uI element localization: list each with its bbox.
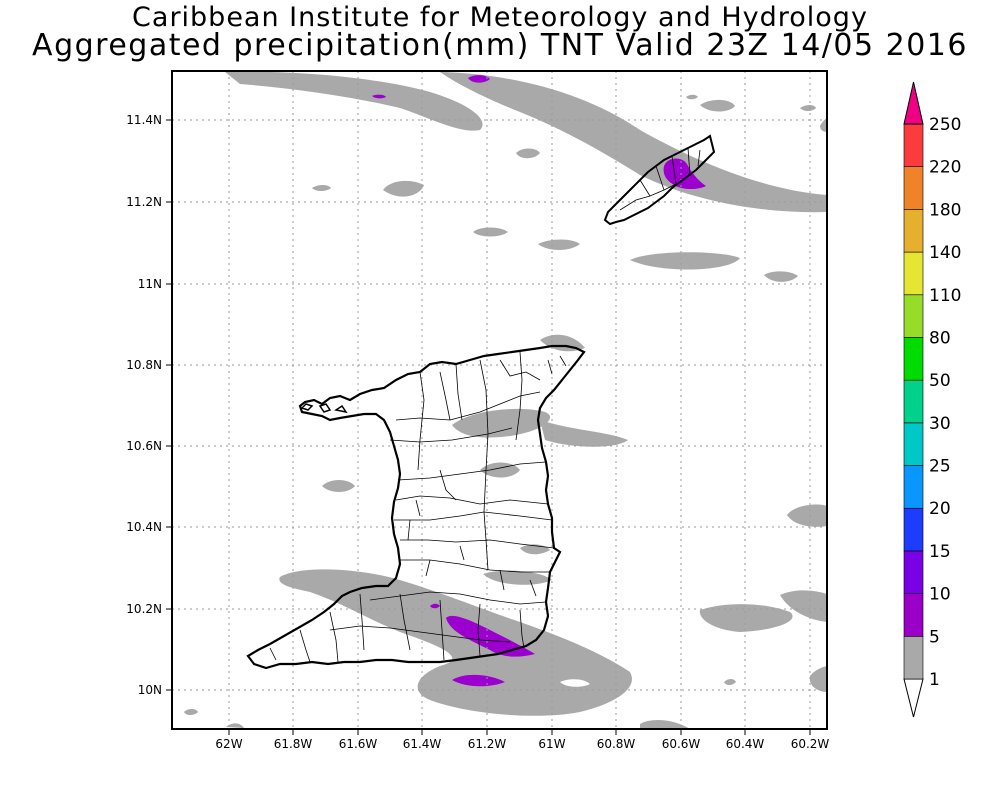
- colorbar-label: 50: [929, 371, 951, 391]
- lon-tick-label: 60.2W: [791, 737, 830, 751]
- precip-gray-areas: [184, 71, 827, 729]
- colorbar-swatch: [903, 465, 924, 509]
- chart-subtitle: Aggregated precipitation(mm) TNT Valid 2…: [32, 28, 968, 63]
- colorbar-lower-arrow: [903, 678, 924, 718]
- lon-tick-label: 61.8W: [274, 737, 313, 751]
- colorbar-label: 1: [929, 670, 940, 690]
- colorbar-swatch: [903, 550, 924, 594]
- lon-tick-label: 60.8W: [597, 737, 636, 751]
- tobago-outline: [603, 134, 716, 226]
- colorbar-upper-arrow: [903, 81, 924, 125]
- lon-tick-label: 61.4W: [403, 737, 442, 751]
- map-area: [172, 71, 827, 729]
- map-frame: [171, 70, 828, 730]
- lat-tick-label: 11.4N: [126, 113, 162, 127]
- precip-purple-areas: [372, 75, 706, 687]
- colorbar-swatch: [903, 593, 924, 637]
- colorbar-swatch: [903, 209, 924, 253]
- lon-tick-label: 61.2W: [468, 737, 507, 751]
- lon-tick-label: 62W: [215, 737, 242, 751]
- lat-tick-label: 11N: [138, 277, 162, 291]
- lon-tick-label: 60.4W: [726, 737, 765, 751]
- colorbar-label: 15: [929, 542, 951, 562]
- colorbar-label: 30: [929, 414, 951, 434]
- precip-gaps: [560, 603, 632, 687]
- axis-tick-marks: [166, 119, 811, 735]
- lat-tick-label: 10N: [138, 683, 162, 697]
- colorbar-swatch: [903, 251, 924, 296]
- colorbar-label: 180: [929, 200, 961, 220]
- colorbar-swatch: [903, 294, 924, 338]
- colorbar-swatch: [903, 123, 924, 167]
- colorbar-swatch: [903, 636, 924, 680]
- colorbar-label: 220: [929, 158, 961, 178]
- lon-tick-label: 61W: [538, 737, 565, 751]
- trinidad-outline: [246, 344, 586, 670]
- lat-tick-label: 10.6N: [126, 439, 162, 453]
- colorbar-label: 25: [929, 457, 951, 477]
- chart-title: Caribbean Institute for Meteorology and …: [132, 2, 868, 33]
- colorbar-label: 10: [929, 585, 951, 605]
- colorbar-label: 20: [929, 499, 951, 519]
- colorbar-label: 250: [929, 115, 961, 135]
- lon-tick-label: 61.6W: [339, 737, 378, 751]
- lat-tick-label: 10.8N: [126, 358, 162, 372]
- longitude-labels: 62W 61.8W 61.6W 61.4W 61.2W 61W 60.8W 60…: [215, 737, 829, 751]
- colorbar-label: 110: [929, 286, 961, 306]
- colorbar-swatch: [903, 507, 924, 552]
- latitude-labels: 11.4N 11.2N 11N 10.8N 10.6N 10.4N 10.2N …: [126, 113, 162, 697]
- lat-tick-label: 10.4N: [126, 520, 162, 534]
- colorbar-swatch: [903, 166, 924, 210]
- colorbar-label: 140: [929, 243, 961, 263]
- colorbar-swatch: [903, 422, 924, 466]
- lat-tick-label: 11.2N: [126, 195, 162, 209]
- lat-tick-label: 10.2N: [126, 602, 162, 616]
- lon-tick-label: 60.6W: [662, 737, 701, 751]
- colorbar-label: 80: [929, 328, 951, 348]
- colorbar-swatch: [903, 379, 924, 424]
- colorbar-swatch: [903, 337, 924, 381]
- colorbar-label: 5: [929, 627, 940, 647]
